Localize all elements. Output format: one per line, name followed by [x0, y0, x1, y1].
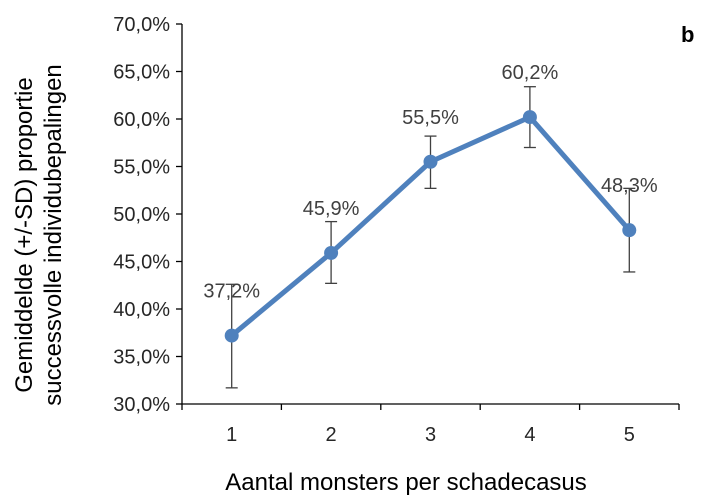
- data-point: [224, 328, 239, 343]
- x-tick-label: 1: [226, 424, 237, 446]
- data-labels: 37,2% 45,9% 55,5% 60,2% 48,3%: [203, 62, 658, 303]
- y-axis-ticks: 30,0% 35,0% 40,0% 45,0% 50,0% 55,0% 60,0% 65,0%…: [113, 14, 182, 416]
- y-tick-label: 70,0%: [113, 14, 170, 36]
- data-label: 48,3%: [601, 175, 658, 197]
- x-axis-ticks: 1 2 3 4 5: [181, 404, 680, 446]
- x-axis-title: Aantal monsters per schadecasus: [225, 469, 587, 496]
- data-point: [324, 245, 339, 260]
- data-label: 37,2%: [203, 281, 260, 303]
- y-tick-label: 45,0%: [113, 252, 170, 274]
- x-tick-label: 5: [624, 424, 635, 446]
- data-point: [423, 154, 438, 169]
- series-line-group: [224, 110, 637, 343]
- y-tick-label: 60,0%: [113, 109, 170, 131]
- y-tick-label: 35,0%: [113, 347, 170, 369]
- data-point: [622, 223, 637, 238]
- error-bars: [225, 86, 636, 389]
- x-tick-label: 4: [524, 424, 535, 446]
- y-axis-title-line-2: successvolle individubepalingen: [40, 64, 67, 406]
- data-label: 60,2%: [502, 62, 559, 84]
- y-tick-label: 65,0%: [113, 62, 170, 84]
- y-tick-label: 30,0%: [113, 394, 170, 416]
- y-axis-title-line-1: Gemiddelde (+/-SD) proportie: [11, 77, 38, 392]
- y-tick-label: 50,0%: [113, 204, 170, 226]
- data-point: [522, 110, 537, 125]
- y-tick-label: 55,0%: [113, 157, 170, 179]
- axes: [181, 24, 679, 405]
- x-tick-label: 2: [326, 424, 337, 446]
- y-axis-title: Gemiddelde (+/-SD) proportie successvoll…: [11, 64, 67, 406]
- data-label: 55,5%: [402, 107, 459, 129]
- panel-label: b: [681, 22, 694, 47]
- y-tick-label: 40,0%: [113, 299, 170, 321]
- data-label: 45,9%: [303, 198, 360, 220]
- x-tick-label: 3: [425, 424, 436, 446]
